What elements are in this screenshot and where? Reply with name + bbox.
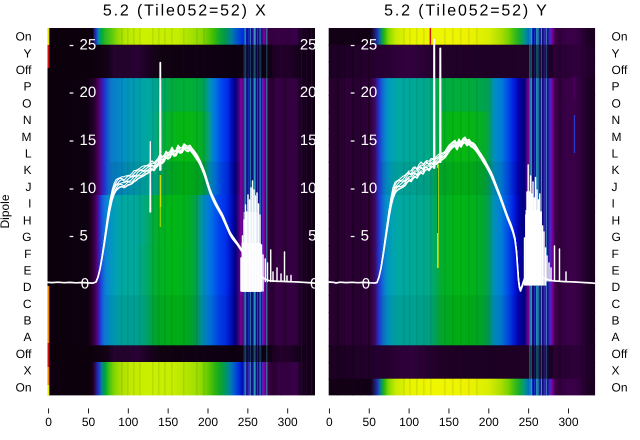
svg-text:-: - <box>69 132 74 149</box>
svg-text:D: D <box>612 280 621 294</box>
svg-text:100: 100 <box>118 415 138 429</box>
svg-text:K: K <box>23 163 31 177</box>
svg-text:5: 5 <box>308 228 316 245</box>
svg-text:20: 20 <box>300 84 317 101</box>
svg-text:0: 0 <box>362 275 370 292</box>
svg-text:0: 0 <box>81 275 89 292</box>
svg-text:-: - <box>69 228 74 245</box>
svg-text:P: P <box>612 80 620 94</box>
svg-text:-: - <box>69 36 74 53</box>
svg-text:100: 100 <box>399 415 419 429</box>
svg-text:M: M <box>22 130 32 144</box>
svg-text:10: 10 <box>80 180 97 197</box>
svg-text:Y: Y <box>612 46 620 60</box>
svg-text:5: 5 <box>361 228 369 245</box>
svg-text:150: 150 <box>158 415 178 429</box>
svg-text:50: 50 <box>82 415 96 429</box>
svg-text:C: C <box>23 297 32 311</box>
svg-text:5.2 (Tile052=52) X: 5.2 (Tile052=52) X <box>103 3 268 20</box>
svg-text:-: - <box>350 132 355 149</box>
svg-text:Off: Off <box>612 347 628 361</box>
svg-text:250: 250 <box>519 415 539 429</box>
svg-text:F: F <box>24 247 31 261</box>
svg-text:On: On <box>612 30 628 44</box>
svg-text:-: - <box>350 180 355 197</box>
svg-text:A: A <box>612 330 620 344</box>
svg-text:B: B <box>23 314 31 328</box>
svg-text:-: - <box>350 84 355 101</box>
svg-text:M: M <box>612 130 622 144</box>
svg-text:On: On <box>15 30 31 44</box>
svg-text:Y: Y <box>23 46 31 60</box>
svg-text:B: B <box>612 314 620 328</box>
svg-text:O: O <box>22 96 31 110</box>
svg-text:0: 0 <box>45 415 52 429</box>
svg-text:C: C <box>612 297 621 311</box>
svg-text:25: 25 <box>300 36 317 53</box>
svg-text:I: I <box>28 197 31 211</box>
svg-text:X: X <box>612 364 620 378</box>
svg-text:Off: Off <box>612 63 628 77</box>
svg-text:0: 0 <box>326 415 333 429</box>
svg-text:25: 25 <box>361 36 378 53</box>
svg-text:-: - <box>69 84 74 101</box>
svg-text:G: G <box>22 230 31 244</box>
svg-text:J: J <box>612 180 618 194</box>
svg-text:15: 15 <box>80 132 97 149</box>
svg-text:300: 300 <box>558 415 578 429</box>
svg-text:10: 10 <box>361 180 378 197</box>
svg-text:Off: Off <box>16 63 32 77</box>
svg-text:I: I <box>612 197 615 211</box>
svg-text:L: L <box>25 147 32 161</box>
svg-text:J: J <box>26 180 32 194</box>
svg-text:F: F <box>612 247 619 261</box>
svg-text:5: 5 <box>80 228 88 245</box>
svg-text:15: 15 <box>300 132 317 149</box>
svg-text:20: 20 <box>80 84 97 101</box>
svg-text:Dipole: Dipole <box>0 194 12 228</box>
svg-text:P: P <box>23 80 31 94</box>
svg-text:200: 200 <box>198 415 218 429</box>
svg-text:-: - <box>350 36 355 53</box>
svg-text:5.2 (Tile052=52) Y: 5.2 (Tile052=52) Y <box>384 3 549 20</box>
svg-text:L: L <box>612 147 619 161</box>
svg-text:H: H <box>612 213 621 227</box>
svg-text:N: N <box>23 113 32 127</box>
svg-text:15: 15 <box>361 132 378 149</box>
svg-text:G: G <box>612 230 621 244</box>
svg-text:A: A <box>23 330 31 344</box>
svg-text:N: N <box>612 113 621 127</box>
svg-text:H: H <box>23 213 32 227</box>
svg-text:300: 300 <box>278 415 298 429</box>
svg-text:10: 10 <box>300 180 317 197</box>
svg-text:Off: Off <box>16 347 32 361</box>
svg-text:50: 50 <box>363 415 377 429</box>
svg-text:25: 25 <box>80 36 97 53</box>
svg-text:E: E <box>612 263 620 277</box>
svg-text:On: On <box>15 380 31 394</box>
svg-text:O: O <box>612 96 621 110</box>
svg-text:K: K <box>612 163 620 177</box>
svg-text:D: D <box>23 280 32 294</box>
svg-text:X: X <box>23 364 31 378</box>
svg-text:0: 0 <box>310 275 318 292</box>
svg-text:-: - <box>350 228 355 245</box>
svg-text:-: - <box>69 180 74 197</box>
svg-text:250: 250 <box>238 415 258 429</box>
svg-text:200: 200 <box>479 415 499 429</box>
svg-text:150: 150 <box>439 415 459 429</box>
svg-text:On: On <box>612 380 628 394</box>
svg-text:E: E <box>23 263 31 277</box>
svg-text:20: 20 <box>361 84 378 101</box>
